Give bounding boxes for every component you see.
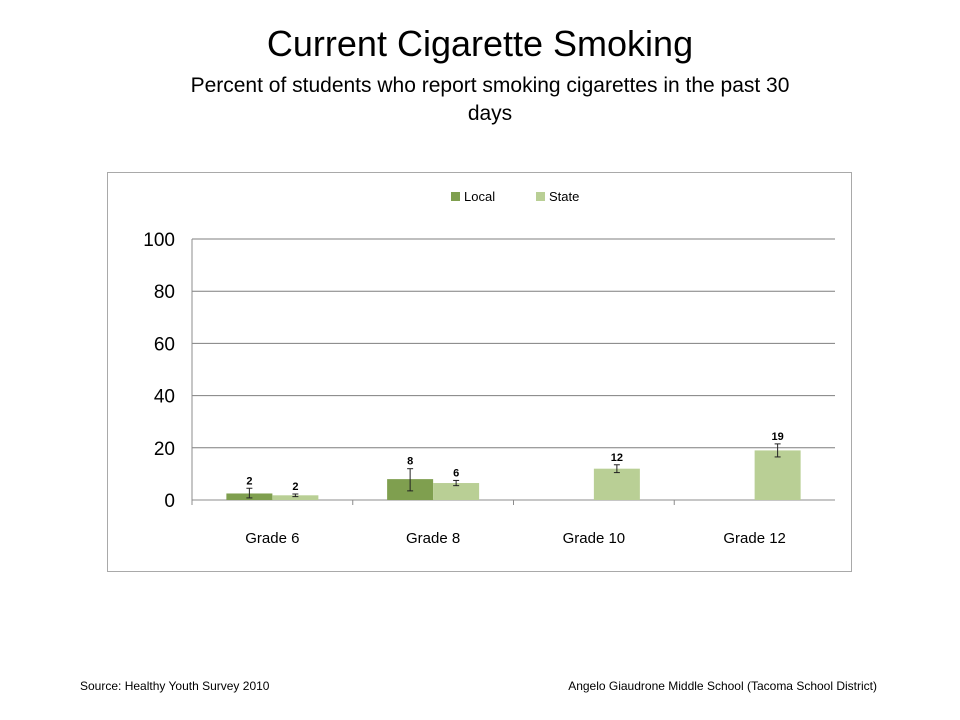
legend-label: Local [464, 189, 495, 204]
data-label: 12 [611, 452, 623, 464]
data-label: 6 [453, 467, 459, 479]
y-tick-label: 100 [143, 230, 175, 251]
slide-subtitle: Percent of students who report smoking c… [190, 74, 790, 125]
x-tick-label: Grade 12 [723, 530, 786, 547]
slide-title: Current Cigarette Smoking [266, 23, 694, 64]
legend-label: State [549, 189, 579, 204]
x-tick-label: Grade 8 [406, 530, 460, 547]
y-tick-label: 40 [154, 387, 175, 408]
legend-swatch-state [536, 192, 545, 201]
x-tick-label: Grade 10 [563, 530, 626, 547]
y-tick-label: 60 [154, 334, 175, 355]
bar-state [272, 495, 319, 500]
data-label: 19 [772, 431, 784, 443]
y-tick-label: 0 [164, 491, 175, 512]
data-label: 2 [246, 475, 252, 487]
y-tick-label: 80 [154, 282, 175, 303]
x-tick-label: Grade 6 [245, 530, 299, 547]
data-label: 8 [407, 456, 413, 468]
bar-state [433, 483, 480, 500]
bar-state [754, 450, 801, 500]
bar-state [593, 468, 640, 500]
y-tick-label: 20 [154, 439, 175, 460]
school-name: Angelo Giaudrone Middle School (Tacoma S… [568, 679, 877, 693]
source-note: Source: Healthy Youth Survey 2010 [80, 679, 270, 693]
legend-swatch-local [451, 192, 460, 201]
data-label: 2 [292, 481, 298, 493]
